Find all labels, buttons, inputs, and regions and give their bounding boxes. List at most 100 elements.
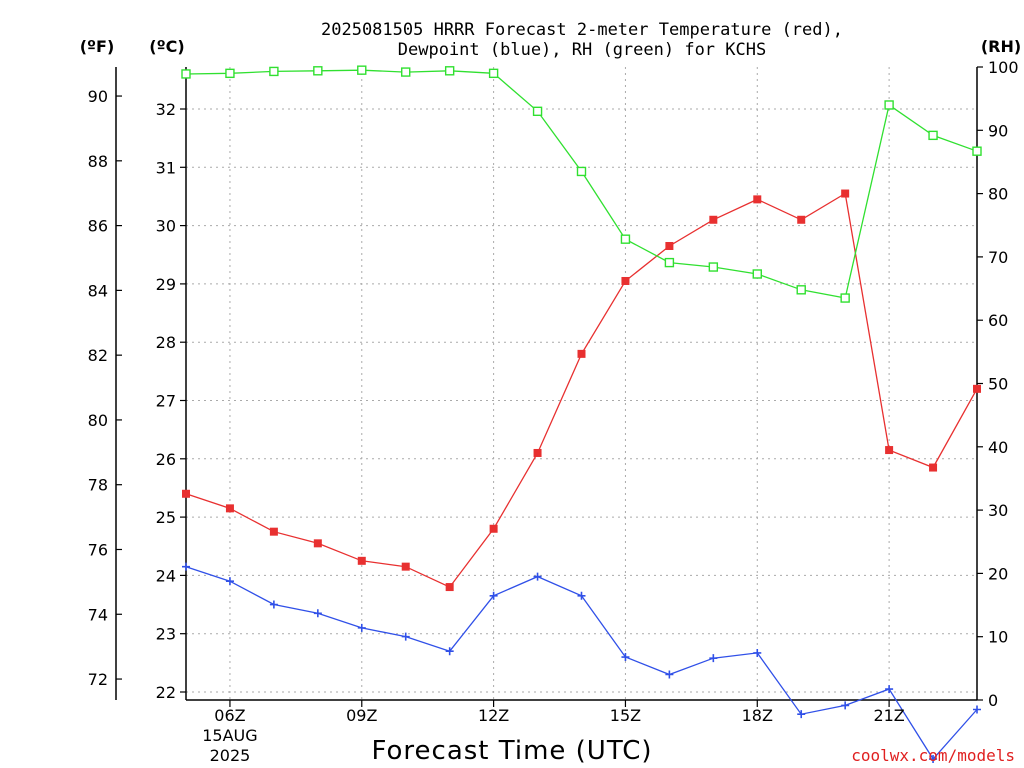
- dewpoint-point-13: [533, 572, 542, 581]
- celsius-tick-label-24: 24: [156, 566, 176, 585]
- x-axis-label: Forecast Time (UTC): [371, 736, 652, 766]
- x-tick-label-21Z: 21Z: [873, 706, 904, 725]
- rh-point-11: [444, 66, 455, 76]
- rh-unit-label: (RH): [981, 37, 1021, 56]
- rh-point-16: [664, 257, 675, 268]
- credit-text: coolwx.com/models: [851, 746, 1015, 765]
- x-tick-label-15Z: 15Z: [610, 706, 641, 725]
- axes: [115, 66, 983, 707]
- dewpoint-point-23: [973, 705, 981, 714]
- celsius-unit-label: (ºC): [149, 37, 184, 56]
- dewpoint-point-19: [797, 710, 806, 719]
- dewpoint-point-22: [929, 755, 938, 764]
- temperature-point-20: [841, 189, 850, 198]
- rh-tick-label-40: 40: [988, 438, 1008, 457]
- rh-tick-label-20: 20: [988, 564, 1008, 583]
- temperature-point-19: [797, 215, 806, 224]
- fahrenheit-tick-label-72: 72: [88, 670, 108, 689]
- temperature-point-18: [753, 195, 762, 204]
- dewpoint-point-10: [401, 632, 410, 641]
- fahrenheit-tick-label-74: 74: [88, 605, 108, 624]
- dewpoint-point-21: [885, 685, 894, 694]
- fahrenheit-tick-label-84: 84: [88, 281, 108, 300]
- temperature-point-5: [182, 489, 190, 498]
- rh-point-21: [884, 100, 894, 110]
- rh-tick-label-100: 100: [988, 58, 1019, 77]
- rh-point-17: [708, 262, 719, 272]
- rh-point-6: [225, 68, 235, 79]
- temperature-point-16: [665, 242, 674, 251]
- celsius-tick-label-27: 27: [156, 392, 176, 411]
- rh-point-10: [401, 67, 411, 77]
- temperature-series-line: [185, 192, 978, 588]
- dewpoint-point-6: [225, 577, 234, 586]
- rh-point-23: [972, 146, 982, 156]
- rh-point-20: [840, 293, 850, 303]
- x-tick-label-12Z: 12Z: [478, 706, 509, 725]
- fahrenheit-tick-label-88: 88: [88, 152, 108, 171]
- celsius-tick-label-31: 31: [156, 158, 176, 177]
- dewpoint-point-8: [313, 609, 322, 618]
- temperature-point-14: [577, 349, 586, 358]
- temperature-point-17: [709, 215, 718, 224]
- data-series: [181, 65, 982, 764]
- rh-point-18: [752, 269, 762, 279]
- temperature-point-23: [973, 384, 981, 393]
- dewpoint-point-16: [665, 670, 674, 679]
- temperature-point-21: [885, 446, 894, 455]
- temperature-point-15: [621, 276, 630, 285]
- rh-tick-label-60: 60: [988, 311, 1008, 330]
- celsius-tick-label-29: 29: [156, 275, 176, 294]
- temperature-point-11: [445, 583, 454, 592]
- x-tick-label-18Z: 18Z: [742, 706, 773, 725]
- celsius-tick-label-22: 22: [156, 683, 176, 702]
- fahrenheit-tick-label-78: 78: [88, 476, 108, 495]
- rh-point-5: [181, 69, 191, 79]
- dewpoint-point-20: [841, 701, 850, 710]
- rh-point-12: [488, 68, 499, 79]
- temperature-point-10: [401, 562, 410, 571]
- fahrenheit-unit-label: (ºF): [80, 37, 115, 56]
- rh-point-15: [620, 234, 631, 244]
- temperature-point-22: [929, 463, 938, 472]
- fahrenheit-tick-label-76: 76: [88, 540, 108, 559]
- fahrenheit-tick-label-90: 90: [88, 87, 108, 106]
- x-tick-date-label: 15AUG: [202, 726, 257, 745]
- rh-tick-label-50: 50: [988, 375, 1008, 394]
- rh-tick-label-30: 30: [988, 501, 1008, 520]
- dewpoint-point-11: [445, 647, 454, 656]
- celsius-tick-label-32: 32: [156, 100, 176, 119]
- celsius-tick-label-25: 25: [156, 508, 176, 527]
- rh-point-8: [313, 66, 323, 76]
- tick-labels: 22 23 24 25 26 27 28 29 30 31 32 72 74 76 78 80 82 84 86 88…: [88, 58, 1019, 765]
- dewpoint-point-5: [182, 562, 190, 571]
- temperature-point-12: [489, 524, 498, 533]
- celsius-tick-label-28: 28: [156, 333, 176, 352]
- grid-lines: [186, 67, 977, 700]
- rh-point-9: [357, 65, 367, 75]
- rh-point-7: [269, 66, 279, 77]
- rh-tick-label-90: 90: [988, 121, 1008, 140]
- rh-tick-label-80: 80: [988, 185, 1008, 204]
- rh-point-19: [796, 285, 806, 295]
- temperature-point-8: [313, 539, 322, 548]
- rh-tick-label-70: 70: [988, 248, 1008, 267]
- temperature-point-6: [225, 504, 234, 513]
- chart-title-line1: 2025081505 HRRR Forecast 2-meter Tempera…: [321, 20, 843, 40]
- rh-point-14: [576, 166, 587, 177]
- x-tick-label-09Z: 09Z: [346, 706, 377, 725]
- dewpoint-point-12: [489, 591, 498, 600]
- dewpoint-point-15: [621, 653, 630, 662]
- rh-point-13: [532, 106, 543, 117]
- celsius-tick-label-23: 23: [156, 625, 176, 644]
- x-tick-year-label: 2025: [210, 746, 251, 765]
- fahrenheit-tick-label-86: 86: [88, 217, 108, 236]
- rh-tick-label-10: 10: [988, 628, 1008, 647]
- temperature-point-9: [357, 556, 366, 565]
- dewpoint-point-17: [709, 654, 718, 663]
- celsius-tick-label-30: 30: [156, 217, 176, 236]
- dewpoint-point-9: [357, 623, 366, 632]
- temperature-point-7: [269, 527, 278, 536]
- temperature-point-13: [533, 448, 542, 457]
